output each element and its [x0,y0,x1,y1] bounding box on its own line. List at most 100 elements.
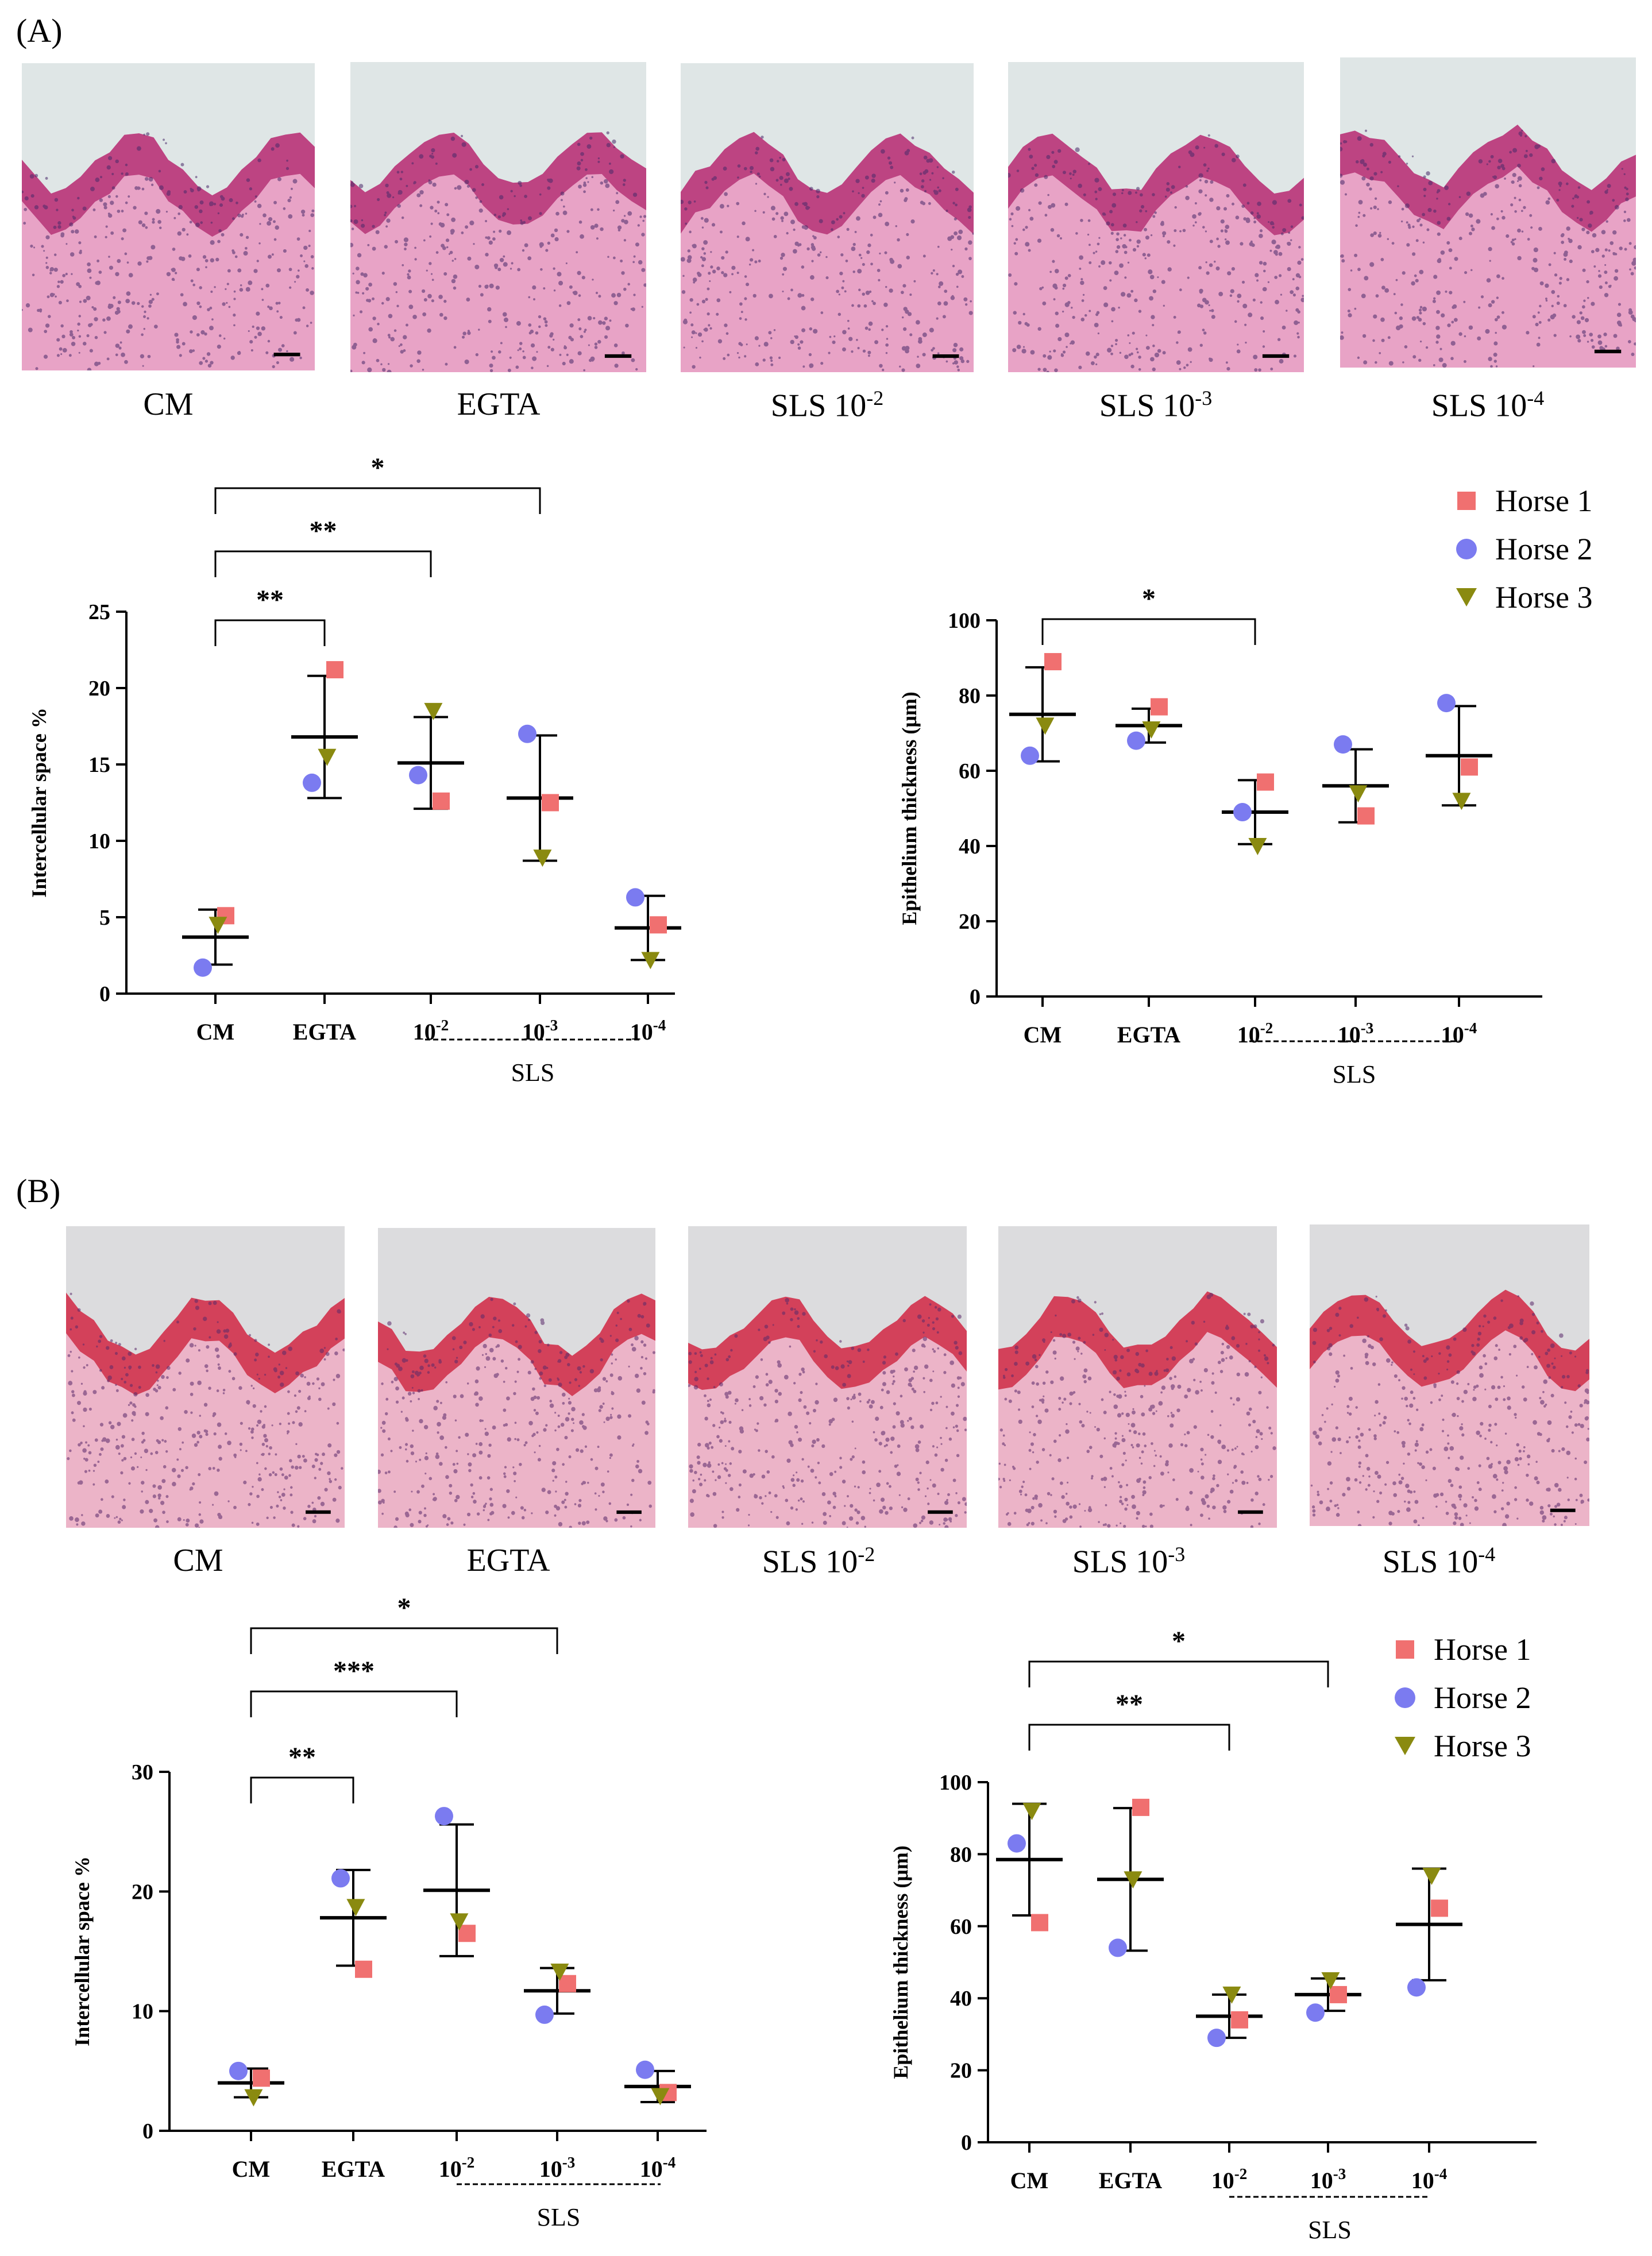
data-point-horse-3 [209,917,227,934]
data-point-horse-1 [1044,653,1062,671]
caption-base: SLS 10 [770,388,867,424]
caption-base: EGTA [466,1543,550,1578]
micrograph-a-sls-3 [1008,62,1304,372]
micrograph-b-sls-4 [1310,1224,1589,1526]
caption-exponent: -2 [858,1543,875,1566]
data-point-horse-2 [1334,735,1352,754]
micrograph-image [998,1226,1277,1528]
micrograph-image [378,1228,655,1528]
x-tick-label: EGTA [1117,1022,1181,1048]
caption-base: CM [143,387,194,422]
chart-B-left: 0 10 20 30 CM EGTA 10-2 10-3 10-4 Intercellular s… [71,1593,707,2231]
caption-base: EGTA [457,387,541,422]
y-tick-label: 25 [88,600,110,624]
caption-b-sls-4: SLS 10-4 [1324,1542,1554,1581]
data-point-horse-2 [194,958,212,977]
legend-a: Horse 1 Horse 2 Horse 3 [1450,477,1592,621]
legend-item-horse-1: Horse 1 [1450,477,1592,525]
y-tick-label: 40 [950,1987,972,2011]
data-point-horse-1 [1231,2011,1248,2029]
significance-bracket [214,619,326,646]
data-point-horse-1 [1031,1914,1048,1931]
micrograph-b-sls-3 [998,1226,1277,1528]
data-point-horse-2 [626,888,644,907]
triangle-marker-icon [1450,581,1483,613]
y-tick-label: 20 [950,2059,972,2083]
x-tick-label: 10-4 [1411,2165,1448,2193]
caption-exponent: -4 [1478,1543,1496,1566]
legend-label: Horse 2 [1434,1681,1531,1715]
data-point-horse-3 [318,748,337,766]
y-tick-label: 10 [88,829,110,853]
panel-label-a: (A) [16,12,63,49]
circle-marker-icon [1389,1682,1421,1714]
group-label: SLS [1308,2216,1352,2244]
data-point-horse-2 [1021,746,1039,765]
x-tick-label: CM [232,2156,271,2182]
x-tick-label: 10-3 [539,2154,576,2182]
significance-bracket [250,1776,354,1803]
x-tick-label: CM [1010,2168,1049,2193]
caption-a-egta: EGTA [384,386,613,423]
significance-bracket [1041,618,1256,645]
y-tick-label: 0 [961,2131,972,2155]
caption-exponent: -4 [1527,387,1545,410]
data-point-horse-3 [1124,1871,1142,1889]
data-point-horse-2 [518,724,536,743]
caption-exponent: -3 [1195,387,1213,410]
micrograph-a-sls-2 [681,63,974,372]
data-point-horse-1 [1431,1899,1448,1917]
significance-bracket [1028,1724,1230,1751]
data-point-horse-3 [641,952,660,969]
significance-label: ** [288,1742,316,1772]
y-axis-label: Epithelium thickness (μm) [889,1845,912,2079]
significance-label: * [371,453,385,483]
data-point-horse-3 [1022,1803,1041,1821]
data-point-horse-3 [651,2088,670,2106]
micrograph-image [1008,62,1304,372]
y-tick-label: 80 [959,684,981,708]
data-point-horse-2 [303,773,321,792]
legend-item-horse-1: Horse 1 [1389,1625,1531,1674]
micrograph-image [1310,1224,1589,1526]
y-axis-label: Epithelium thickness (μm) [898,692,921,925]
data-point-horse-1 [1461,758,1478,776]
caption-base: SLS 10 [1382,1544,1479,1580]
data-point-horse-3 [1142,721,1161,739]
data-point-horse-1 [1357,807,1375,825]
group-label: SLS [1333,1060,1376,1088]
chart-A-right: 0 20 40 60 80 100 CM EGTA 10-2 10-3 10-4 Epithelium… [898,584,1542,1088]
x-tick-label: CM [196,1019,235,1045]
y-tick-label: 20 [959,910,981,934]
data-point-horse-1 [542,794,559,812]
y-tick-label: 20 [88,677,110,701]
x-tick-label: 10-2 [439,2154,475,2182]
caption-b-egta: EGTA [393,1542,623,1579]
y-tick-label: 40 [959,835,981,859]
significance-bracket [214,550,432,577]
data-point-horse-1 [1132,1798,1149,1816]
caption-exponent: -3 [1168,1543,1186,1566]
data-point-horse-2 [1306,2003,1325,2022]
significance-label: ** [310,516,337,546]
caption-a-sls-3: SLS 10-3 [1041,386,1271,424]
significance-label: ** [1116,1689,1143,1720]
chart-A-left: 0 5 10 15 20 25 CM EGTA 10-2 10-3 10-4 Intercellula… [28,453,681,1087]
data-point-horse-2 [435,1807,453,1826]
data-point-horse-1 [1330,1985,1347,2003]
data-point-horse-2 [1109,1938,1127,1957]
y-axis-label: Intercellular space % [28,708,51,898]
data-point-horse-3 [1321,1972,1340,1990]
data-point-horse-3 [1349,785,1368,803]
data-point-horse-3 [424,702,443,720]
y-tick-label: 15 [88,753,110,777]
data-point-horse-3 [1036,717,1055,735]
data-point-horse-2 [535,2005,554,2024]
x-tick-label: 10-3 [1310,2165,1346,2193]
significance-label: * [1142,584,1156,614]
x-tick-label: 10-4 [640,2154,676,2182]
y-axis-label: Intercellular space % [71,1856,94,2046]
micrograph-b-sls-2 [688,1226,967,1528]
data-point-horse-3 [533,849,552,867]
